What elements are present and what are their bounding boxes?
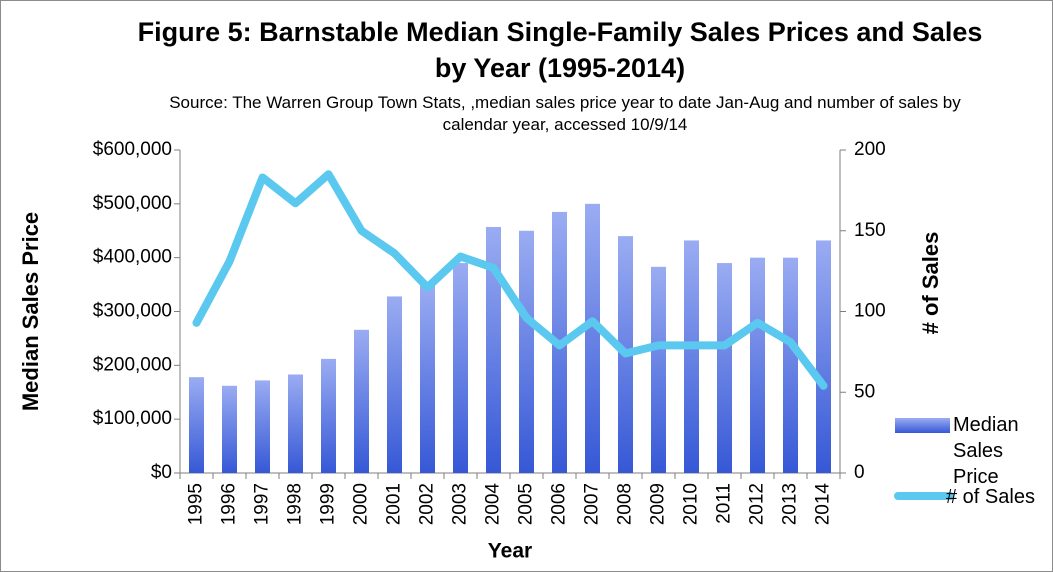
bar <box>750 257 765 473</box>
y-tick-label: $300,000 <box>93 301 172 322</box>
x-tick-label: 2000 <box>351 483 372 525</box>
bar <box>783 257 798 473</box>
bar <box>486 226 501 473</box>
x-tick-label: 2014 <box>813 483 834 526</box>
y2-tick-label: 150 <box>854 220 886 241</box>
bar <box>189 377 204 473</box>
line-series <box>192 170 828 390</box>
x-tick-label: 2005 <box>516 483 537 525</box>
chart-title: Figure 5: Barnstable Median Single-Famil… <box>137 17 983 83</box>
x-tick-label: 1998 <box>285 483 306 525</box>
x-tick-label: 2013 <box>780 483 801 525</box>
bar <box>816 240 831 473</box>
y-tick-label: $500,000 <box>93 193 172 214</box>
y-tick-label: $0 <box>151 462 172 483</box>
x-tick-label: 2007 <box>582 483 603 525</box>
y2-tick-label: 0 <box>854 462 865 483</box>
x-tick-label: 1995 <box>186 483 207 525</box>
y-axis-label: Median Sales Price <box>18 212 43 411</box>
x-tick-label: 2010 <box>681 483 702 525</box>
x-tick-label: 2006 <box>549 483 570 525</box>
bar <box>684 240 699 473</box>
x-tick-label: 2008 <box>615 483 636 525</box>
bar <box>222 385 237 473</box>
bar <box>255 380 270 473</box>
bar <box>354 329 369 473</box>
x-tick-label: 1997 <box>252 483 273 525</box>
x-tick-label: 1999 <box>318 483 339 525</box>
x-tick-label: 2001 <box>384 483 405 525</box>
bar <box>288 374 303 473</box>
x-tick-label: 2004 <box>483 483 504 526</box>
bar <box>585 203 600 474</box>
y-tick-label: $400,000 <box>93 247 172 268</box>
legend-swatch <box>895 418 950 433</box>
x-tick-label: 2003 <box>450 483 471 525</box>
y2-tick-label: 200 <box>854 139 886 160</box>
x-tick-label: 2009 <box>648 483 669 525</box>
bar <box>651 266 666 473</box>
x-tick-label: 2012 <box>747 483 768 525</box>
x-axis-label: Year <box>488 540 532 563</box>
bar <box>387 296 402 473</box>
bar <box>717 263 732 473</box>
x-tick-label: 1996 <box>219 483 240 525</box>
y2-tick-label: 100 <box>854 301 886 322</box>
y-tick-label: $100,000 <box>93 408 172 429</box>
legend-label: Median Sales Price <box>953 414 1019 488</box>
bar <box>519 230 534 473</box>
bar <box>321 358 336 473</box>
y2-axis-label: # of Sales <box>918 232 943 335</box>
x-tick-label: 2011 <box>714 483 735 524</box>
bar <box>420 284 435 473</box>
y2-tick-label: 50 <box>854 381 875 402</box>
bar <box>453 263 468 473</box>
legend-label: # of Sales <box>946 486 1035 508</box>
chart-subtitle: Source: The Warren Group Town Stats, ,me… <box>169 93 961 134</box>
y-tick-label: $600,000 <box>93 139 172 160</box>
x-tick-label: 2002 <box>417 483 438 525</box>
y-tick-label: $200,000 <box>93 354 172 375</box>
